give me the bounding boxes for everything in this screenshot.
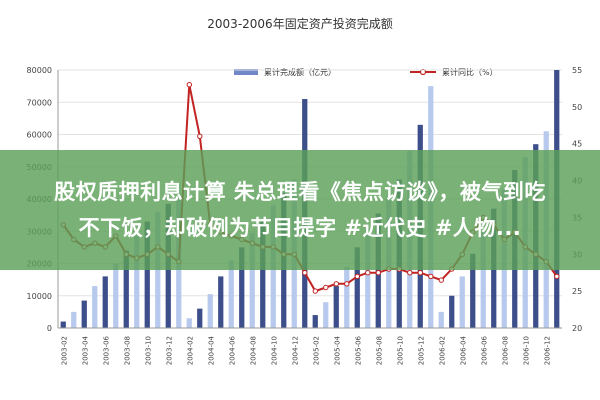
bar	[260, 219, 266, 328]
line-point	[354, 273, 360, 280]
bar	[71, 311, 77, 328]
bar	[365, 229, 371, 328]
x-tick-label: 2005-06	[354, 335, 362, 365]
line-point	[365, 270, 371, 276]
x-tick-label: 2005-12	[417, 336, 425, 365]
line-point	[197, 133, 203, 140]
bar	[323, 302, 329, 328]
x-tick-label: 2005-02	[312, 336, 320, 365]
x-tick-label: 2004-04	[207, 335, 215, 365]
right-tick-label: 20	[572, 324, 582, 333]
x-tick-label: 2006-04	[459, 335, 467, 365]
line-point	[407, 270, 413, 276]
right-tick-label: 50	[572, 103, 582, 112]
bar	[239, 247, 245, 328]
bar	[186, 318, 192, 328]
line-point	[438, 277, 444, 283]
x-tick-label: 2004-02	[186, 336, 194, 365]
bar	[102, 276, 108, 328]
legend-bar-label: 累计完成额（亿元）	[264, 67, 336, 77]
left-tick-label: 0	[47, 324, 52, 333]
x-tick-label: 2004-06	[228, 335, 236, 365]
x-tick-label: 2005-10	[396, 336, 404, 365]
line-point	[186, 82, 193, 88]
line-point	[333, 281, 339, 287]
x-tick-label: 2004-12	[291, 336, 299, 365]
bar	[312, 315, 318, 328]
bar	[123, 250, 129, 328]
line-point	[312, 288, 318, 294]
right-tick-label: 55	[572, 66, 582, 75]
x-tick-label: 2006-02	[438, 336, 446, 365]
bar	[60, 321, 66, 328]
right-tick-label: 45	[572, 140, 582, 149]
x-axis: 2003-02 2003-04 2003-06 2003-08 2003-10 2003-…	[58, 327, 562, 365]
x-tick-label: 2003-08	[123, 336, 131, 365]
bar	[344, 266, 350, 328]
x-tick-label: 2006-08	[501, 336, 509, 365]
line-point	[344, 281, 350, 287]
left-tick-label: 70000	[27, 98, 52, 107]
x-tick-label: 2006-10	[522, 336, 530, 365]
line-point	[428, 273, 434, 280]
x-tick-label: 2003-12	[165, 336, 173, 365]
bar	[438, 311, 444, 328]
bar	[333, 286, 339, 328]
x-tick-label: 2005-08	[375, 336, 383, 365]
caption-line-1: 股权质押利息计算 朱总理看《焦点访谈》，被气到吃	[54, 180, 546, 204]
bar	[470, 253, 476, 328]
bar	[480, 231, 486, 328]
caption-text[interactable]: 股权质押利息计算 朱总理看《焦点访谈》，被气到吃 不下饭，却破例为节目提字 #近…	[5, 174, 595, 246]
bar	[449, 295, 455, 328]
x-tick-label: 2006-12	[543, 336, 551, 365]
x-tick-label: 2005-04	[333, 335, 341, 365]
chart-title: 2003-2006年固定资产投资完成额	[207, 16, 392, 31]
left-tick-label: 10000	[27, 292, 52, 301]
legend-bar-swatch	[234, 69, 258, 75]
caption-line-2: 不下饭，却破例为节目提字 #近代史 #人物...	[78, 216, 522, 240]
legend-line-label: 累计同比（%）	[442, 67, 498, 77]
bar	[249, 232, 255, 328]
right-tick-label: 25	[572, 287, 582, 296]
bar	[228, 260, 234, 328]
bar	[113, 263, 119, 328]
bar	[197, 308, 203, 328]
x-tick-label: 2006-06	[480, 335, 488, 365]
x-tick-label: 2004-10	[270, 336, 278, 365]
bar	[207, 294, 213, 328]
x-tick-label: 2003-04	[81, 335, 89, 365]
bar	[134, 236, 140, 328]
bar	[81, 300, 87, 328]
caption-banner[interactable]: 股权质押利息计算 朱总理看《焦点访谈》，被气到吃 不下饭，却破例为节目提字 #近…	[0, 150, 600, 270]
x-tick-label: 2003-02	[60, 336, 68, 365]
left-tick-label: 60000	[27, 131, 52, 140]
bar	[92, 286, 98, 328]
x-tick-label: 2003-10	[144, 336, 152, 365]
x-tick-label: 2004-08	[249, 336, 257, 365]
bar	[459, 276, 465, 328]
line-point	[375, 270, 381, 276]
line-point	[554, 273, 560, 280]
line-point	[417, 270, 423, 276]
left-tick-label: 80000	[27, 66, 52, 75]
x-tick-label: 2003-06	[102, 335, 110, 365]
legend: 累计完成额（亿元） 累计同比（%）	[234, 67, 498, 77]
bar	[218, 276, 224, 328]
bar	[354, 247, 360, 328]
line-point	[323, 284, 329, 291]
bar	[144, 221, 150, 328]
line-point	[302, 270, 308, 276]
